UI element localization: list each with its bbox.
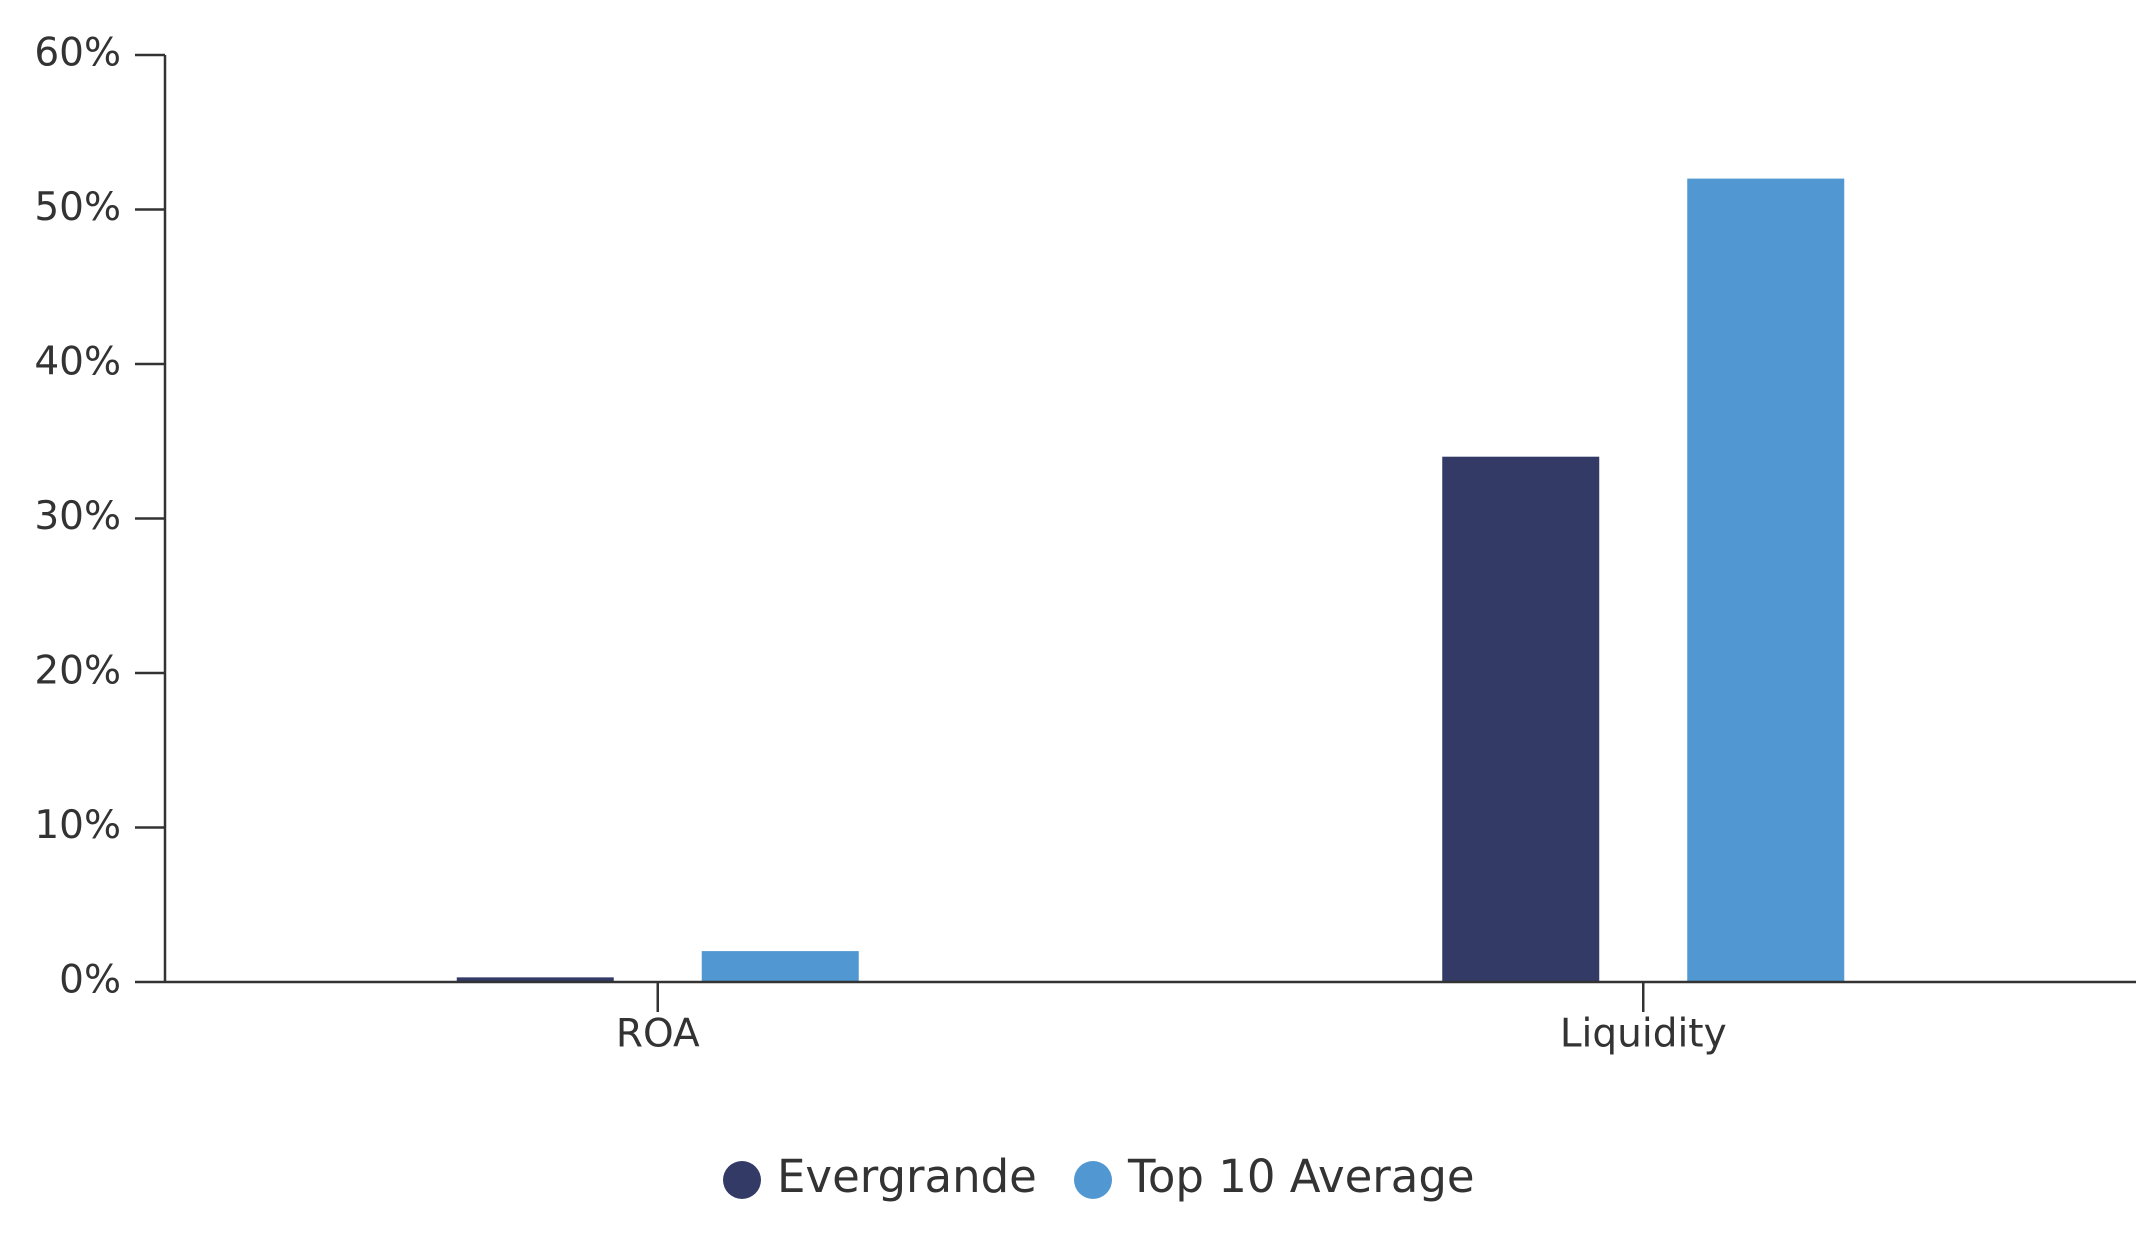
bar: [456, 977, 614, 982]
legend-label: Top 10 Average: [1127, 1150, 1475, 1203]
bar: [1442, 456, 1600, 982]
y-tick-label: 50%: [34, 185, 121, 230]
legend: Evergrande Top 10 Average: [723, 1150, 1475, 1203]
legend-swatch: [723, 1161, 761, 1199]
y-tick-label: 60%: [34, 31, 121, 76]
bar: [1687, 178, 1845, 983]
y-tick-label: 30%: [34, 494, 121, 539]
bar: [701, 951, 859, 982]
bars: [456, 178, 1845, 983]
x-axis: ROA Liquidity: [165, 980, 2136, 1057]
y-tick-label: 0%: [59, 958, 121, 1003]
y-tick-label: 20%: [34, 649, 121, 694]
x-tick-label: Liquidity: [1560, 1012, 1727, 1057]
x-tick-label: ROA: [616, 1012, 700, 1057]
y-axis: 0% 10% 20% 30% 40% 50% 60%: [34, 31, 167, 1003]
y-tick-label: 40%: [34, 340, 121, 385]
legend-label: Evergrande: [777, 1150, 1037, 1203]
legend-swatch: [1074, 1161, 1112, 1199]
y-tick-label: 10%: [34, 803, 121, 848]
